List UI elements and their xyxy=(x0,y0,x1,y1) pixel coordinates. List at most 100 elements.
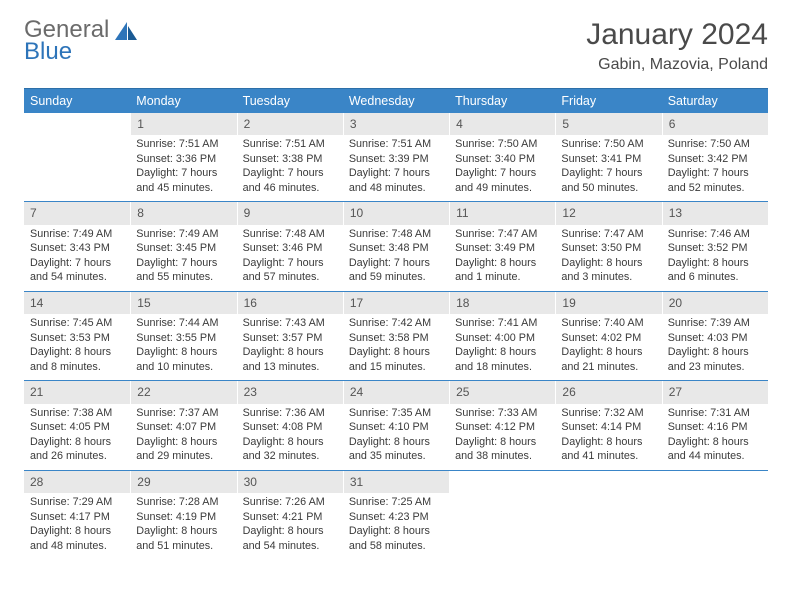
day-line: Sunrise: 7:29 AM xyxy=(30,495,124,510)
day-line: Sunrise: 7:44 AM xyxy=(136,316,230,331)
day-number: 18 xyxy=(449,292,555,314)
day-body: Sunrise: 7:37 AMSunset: 4:07 PMDaylight:… xyxy=(130,404,236,470)
day-body: Sunrise: 7:50 AMSunset: 3:41 PMDaylight:… xyxy=(555,135,661,201)
day-cell-8: 8Sunrise: 7:49 AMSunset: 3:45 PMDaylight… xyxy=(130,202,236,290)
day-line: Daylight: 8 hours xyxy=(243,435,337,450)
day-line: Sunset: 3:36 PM xyxy=(136,152,230,167)
day-cell-5: 5Sunrise: 7:50 AMSunset: 3:41 PMDaylight… xyxy=(555,113,661,201)
day-line: and 49 minutes. xyxy=(455,181,549,196)
day-body: Sunrise: 7:43 AMSunset: 3:57 PMDaylight:… xyxy=(237,314,343,380)
day-line: Daylight: 8 hours xyxy=(455,435,549,450)
day-number: 20 xyxy=(662,292,768,314)
weekday-wednesday: Wednesday xyxy=(343,89,449,113)
day-cell-6: 6Sunrise: 7:50 AMSunset: 3:42 PMDaylight… xyxy=(662,113,768,201)
day-line: Sunset: 4:00 PM xyxy=(455,331,549,346)
week-row: 1Sunrise: 7:51 AMSunset: 3:36 PMDaylight… xyxy=(24,113,768,202)
day-number: 19 xyxy=(555,292,661,314)
day-line: Sunrise: 7:40 AM xyxy=(561,316,655,331)
day-number: 23 xyxy=(237,381,343,403)
day-cell-16: 16Sunrise: 7:43 AMSunset: 3:57 PMDayligh… xyxy=(237,292,343,380)
day-line: and 13 minutes. xyxy=(243,360,337,375)
day-line: and 51 minutes. xyxy=(136,539,230,554)
day-line: Sunrise: 7:50 AM xyxy=(455,137,549,152)
day-line: Daylight: 8 hours xyxy=(30,435,124,450)
day-line: Sunset: 4:02 PM xyxy=(561,331,655,346)
day-body: Sunrise: 7:42 AMSunset: 3:58 PMDaylight:… xyxy=(343,314,449,380)
day-cell-31: 31Sunrise: 7:25 AMSunset: 4:23 PMDayligh… xyxy=(343,471,449,559)
day-line: and 58 minutes. xyxy=(349,539,443,554)
day-number: 15 xyxy=(130,292,236,314)
day-number xyxy=(24,113,130,135)
day-line: Sunrise: 7:46 AM xyxy=(668,227,762,242)
day-body: Sunrise: 7:29 AMSunset: 4:17 PMDaylight:… xyxy=(24,493,130,559)
day-number xyxy=(449,471,555,493)
calendar: SundayMondayTuesdayWednesdayThursdayFrid… xyxy=(24,88,768,559)
day-number: 14 xyxy=(24,292,130,314)
day-line: Daylight: 7 hours xyxy=(561,166,655,181)
day-number: 2 xyxy=(237,113,343,135)
day-cell-1: 1Sunrise: 7:51 AMSunset: 3:36 PMDaylight… xyxy=(130,113,236,201)
day-line: Daylight: 8 hours xyxy=(455,345,549,360)
day-line: Sunrise: 7:51 AM xyxy=(136,137,230,152)
day-body: Sunrise: 7:47 AMSunset: 3:49 PMDaylight:… xyxy=(449,225,555,291)
day-line: Sunset: 4:03 PM xyxy=(668,331,762,346)
day-line: Daylight: 8 hours xyxy=(668,435,762,450)
day-body: Sunrise: 7:38 AMSunset: 4:05 PMDaylight:… xyxy=(24,404,130,470)
day-line: Sunrise: 7:48 AM xyxy=(243,227,337,242)
day-line: and 50 minutes. xyxy=(561,181,655,196)
day-line: and 1 minute. xyxy=(455,270,549,285)
day-body: Sunrise: 7:48 AMSunset: 3:46 PMDaylight:… xyxy=(237,225,343,291)
day-body: Sunrise: 7:45 AMSunset: 3:53 PMDaylight:… xyxy=(24,314,130,380)
day-line: Sunrise: 7:36 AM xyxy=(243,406,337,421)
day-cell-3: 3Sunrise: 7:51 AMSunset: 3:39 PMDaylight… xyxy=(343,113,449,201)
day-cell-10: 10Sunrise: 7:48 AMSunset: 3:48 PMDayligh… xyxy=(343,202,449,290)
day-number: 29 xyxy=(130,471,236,493)
day-body: Sunrise: 7:50 AMSunset: 3:40 PMDaylight:… xyxy=(449,135,555,201)
day-line: Daylight: 7 hours xyxy=(30,256,124,271)
day-line: Sunset: 4:14 PM xyxy=(561,420,655,435)
day-line: Sunset: 4:16 PM xyxy=(668,420,762,435)
day-line: and 3 minutes. xyxy=(561,270,655,285)
day-line: Sunset: 4:05 PM xyxy=(30,420,124,435)
day-line: Daylight: 7 hours xyxy=(455,166,549,181)
day-line: Sunrise: 7:47 AM xyxy=(561,227,655,242)
day-line: and 44 minutes. xyxy=(668,449,762,464)
day-number: 10 xyxy=(343,202,449,224)
day-line: and 6 minutes. xyxy=(668,270,762,285)
day-line: Sunrise: 7:25 AM xyxy=(349,495,443,510)
day-line: Sunrise: 7:35 AM xyxy=(349,406,443,421)
day-line: Daylight: 7 hours xyxy=(136,256,230,271)
day-body: Sunrise: 7:44 AMSunset: 3:55 PMDaylight:… xyxy=(130,314,236,380)
day-number: 21 xyxy=(24,381,130,403)
day-line: Sunrise: 7:45 AM xyxy=(30,316,124,331)
day-body: Sunrise: 7:36 AMSunset: 4:08 PMDaylight:… xyxy=(237,404,343,470)
day-line: Daylight: 7 hours xyxy=(136,166,230,181)
weekday-thursday: Thursday xyxy=(449,89,555,113)
day-line: and 10 minutes. xyxy=(136,360,230,375)
day-cell-29: 29Sunrise: 7:28 AMSunset: 4:19 PMDayligh… xyxy=(130,471,236,559)
week-row: 7Sunrise: 7:49 AMSunset: 3:43 PMDaylight… xyxy=(24,202,768,291)
day-line: Sunrise: 7:50 AM xyxy=(668,137,762,152)
day-cell-24: 24Sunrise: 7:35 AMSunset: 4:10 PMDayligh… xyxy=(343,381,449,469)
day-number: 3 xyxy=(343,113,449,135)
day-line: and 38 minutes. xyxy=(455,449,549,464)
day-body: Sunrise: 7:49 AMSunset: 3:43 PMDaylight:… xyxy=(24,225,130,291)
day-line: Sunset: 4:12 PM xyxy=(455,420,549,435)
day-line: and 57 minutes. xyxy=(243,270,337,285)
day-line: Sunset: 3:49 PM xyxy=(455,241,549,256)
month-title: January 2024 xyxy=(586,18,768,52)
day-line: Daylight: 8 hours xyxy=(349,345,443,360)
day-line: Sunset: 3:53 PM xyxy=(30,331,124,346)
day-line: Sunrise: 7:47 AM xyxy=(455,227,549,242)
day-number: 9 xyxy=(237,202,343,224)
day-line: Sunset: 3:38 PM xyxy=(243,152,337,167)
day-cell-empty xyxy=(555,471,661,559)
day-line: Sunrise: 7:41 AM xyxy=(455,316,549,331)
weekday-header: SundayMondayTuesdayWednesdayThursdayFrid… xyxy=(24,88,768,113)
day-number: 24 xyxy=(343,381,449,403)
day-cell-11: 11Sunrise: 7:47 AMSunset: 3:49 PMDayligh… xyxy=(449,202,555,290)
day-line: Sunrise: 7:26 AM xyxy=(243,495,337,510)
day-cell-22: 22Sunrise: 7:37 AMSunset: 4:07 PMDayligh… xyxy=(130,381,236,469)
day-body xyxy=(449,493,555,501)
day-line: Sunset: 4:17 PM xyxy=(30,510,124,525)
